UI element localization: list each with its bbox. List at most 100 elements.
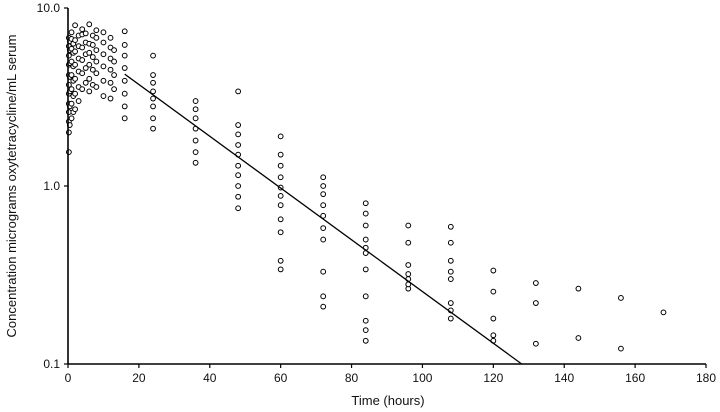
data-point [277,266,284,273]
x-tick-label: 180 [696,371,716,385]
data-point [192,149,199,156]
data-point [362,200,369,207]
data-point [72,48,78,55]
data-point [447,315,454,322]
data-point [79,70,86,77]
data-point [93,58,100,65]
data-point [320,225,327,232]
data-point [277,162,284,169]
data-point [320,303,327,310]
data-point [532,340,539,347]
data-point [68,100,75,107]
data-point [192,106,199,113]
data-point [121,115,128,122]
data-point [150,95,156,102]
data-point [362,236,369,243]
data-point [68,115,75,122]
data-point [79,26,86,33]
data-point [490,315,497,322]
data-point [121,90,128,97]
data-point [86,75,93,82]
data-point [405,281,412,288]
data-point [575,335,582,341]
data-point [121,77,128,84]
data-point [192,98,199,104]
data-point [107,79,114,86]
data-point [235,205,242,212]
data-point [72,106,78,113]
x-tick-label: 40 [203,371,217,385]
data-point [235,172,242,179]
data-point [277,133,284,140]
data-point [72,90,78,97]
data-point [277,216,284,223]
data-point [100,77,107,84]
data-point [100,63,107,70]
data-point [121,28,128,35]
data-point [107,95,114,102]
data-point [447,257,454,264]
data-point [405,262,412,268]
data-point [362,327,369,334]
data-point [107,66,114,73]
data-point [277,257,284,264]
data-point [447,268,454,275]
data-point [86,61,93,68]
data-point [79,57,86,63]
data-point [150,79,156,86]
data-point [82,65,89,71]
data-point [192,159,199,166]
data-point [235,88,242,95]
data-point [320,293,327,300]
data-point [72,75,78,82]
data-point [362,317,369,324]
data-point [100,29,107,36]
data-point [235,162,242,169]
data-point [447,276,454,282]
data-point [121,103,128,110]
regression-line [124,73,523,365]
data-point [277,192,284,199]
data-point [150,88,156,95]
data-point [277,174,284,181]
data-point [362,210,369,217]
x-tick-label: 60 [274,371,288,385]
data-point [447,223,454,230]
data-point [362,266,369,273]
data-point [405,239,412,246]
fit-line-layer [124,73,523,365]
data-point [72,61,78,68]
data-point [89,54,96,60]
x-tick-label: 80 [345,371,359,385]
data-point [660,309,667,316]
data-point [93,27,100,34]
data-point [235,142,242,148]
data-point [235,193,242,200]
data-point [100,93,107,99]
data-point [362,293,369,300]
data-point [111,58,117,65]
data-point [75,98,82,104]
data-point [89,42,96,48]
data-point [68,72,75,78]
data-point [111,47,117,54]
data-point [277,202,284,209]
data-point [89,66,96,73]
data-point [277,229,284,236]
data-point [532,300,539,306]
data-point [320,183,327,189]
x-tick-label: 100 [412,371,432,385]
data-point [82,30,89,37]
x-tick-label: 160 [625,371,645,385]
data-point [320,191,327,198]
ticks-layer: 0 20 40 60 80 100 120 140 160 180 0.1 1.0 10.0 [37,1,717,385]
data-point [235,183,242,189]
data-point [93,34,100,41]
data-point [72,37,78,44]
data-point [532,280,539,286]
data-point [362,337,369,344]
x-axis-title: Time (hours) [351,393,424,408]
data-point [320,236,327,243]
data-point [277,151,284,158]
